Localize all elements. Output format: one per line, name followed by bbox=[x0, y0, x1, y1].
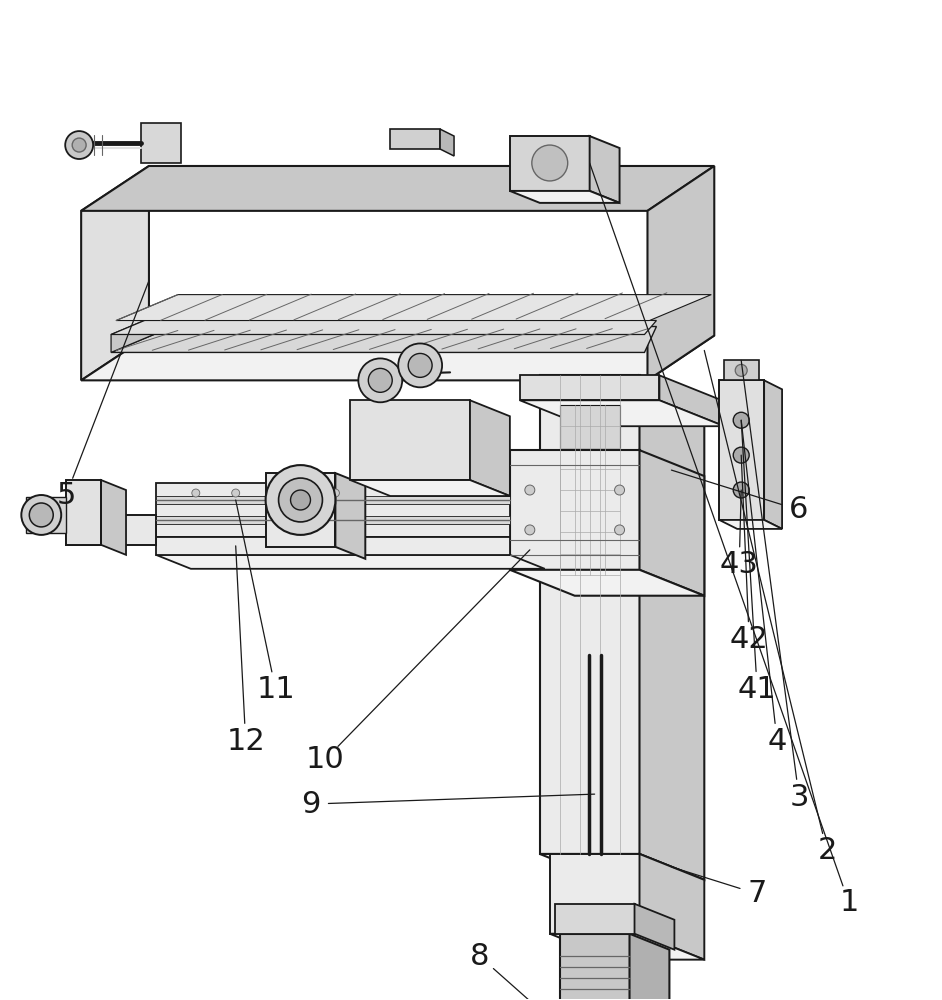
Polygon shape bbox=[116, 295, 711, 321]
Text: 6: 6 bbox=[789, 495, 809, 524]
Polygon shape bbox=[720, 520, 782, 529]
Polygon shape bbox=[350, 480, 510, 496]
Text: 1: 1 bbox=[839, 888, 858, 917]
Text: 7: 7 bbox=[747, 879, 767, 908]
Circle shape bbox=[368, 368, 392, 392]
Circle shape bbox=[614, 525, 625, 535]
Polygon shape bbox=[640, 450, 705, 596]
Polygon shape bbox=[156, 483, 510, 537]
Polygon shape bbox=[640, 854, 705, 960]
Polygon shape bbox=[724, 360, 759, 380]
Polygon shape bbox=[156, 516, 510, 524]
Polygon shape bbox=[635, 904, 674, 950]
Polygon shape bbox=[510, 450, 640, 570]
Circle shape bbox=[532, 145, 568, 181]
Text: 3: 3 bbox=[789, 783, 809, 812]
Polygon shape bbox=[66, 515, 156, 545]
Polygon shape bbox=[540, 854, 705, 880]
Polygon shape bbox=[510, 570, 705, 596]
Circle shape bbox=[192, 489, 200, 497]
Circle shape bbox=[733, 482, 749, 498]
Polygon shape bbox=[764, 380, 782, 529]
Polygon shape bbox=[510, 136, 590, 191]
Circle shape bbox=[408, 353, 432, 377]
Polygon shape bbox=[156, 555, 544, 569]
Polygon shape bbox=[520, 375, 659, 400]
Circle shape bbox=[733, 412, 749, 428]
Polygon shape bbox=[156, 496, 510, 504]
Circle shape bbox=[65, 131, 93, 159]
Polygon shape bbox=[555, 904, 635, 934]
Polygon shape bbox=[81, 166, 714, 211]
Polygon shape bbox=[510, 191, 620, 203]
Polygon shape bbox=[81, 335, 714, 380]
Polygon shape bbox=[560, 934, 629, 1000]
Circle shape bbox=[282, 489, 289, 497]
Text: 43: 43 bbox=[720, 550, 758, 579]
Text: 42: 42 bbox=[730, 625, 769, 654]
Circle shape bbox=[290, 490, 311, 510]
Polygon shape bbox=[335, 473, 365, 559]
Polygon shape bbox=[111, 309, 657, 334]
Polygon shape bbox=[540, 375, 640, 854]
Circle shape bbox=[22, 495, 61, 535]
Polygon shape bbox=[640, 375, 705, 880]
Polygon shape bbox=[81, 166, 149, 380]
Text: 2: 2 bbox=[818, 836, 836, 865]
Circle shape bbox=[735, 364, 747, 376]
Polygon shape bbox=[659, 375, 724, 426]
Polygon shape bbox=[111, 327, 657, 352]
Polygon shape bbox=[111, 309, 173, 352]
Text: 8: 8 bbox=[470, 942, 490, 971]
Polygon shape bbox=[520, 400, 724, 426]
Circle shape bbox=[398, 343, 442, 387]
Polygon shape bbox=[647, 166, 714, 380]
Polygon shape bbox=[590, 136, 620, 203]
Circle shape bbox=[525, 525, 535, 535]
Polygon shape bbox=[390, 129, 440, 149]
Text: 12: 12 bbox=[226, 727, 265, 756]
Text: 11: 11 bbox=[256, 675, 295, 704]
Text: 9: 9 bbox=[300, 790, 320, 819]
Polygon shape bbox=[26, 497, 66, 533]
Polygon shape bbox=[350, 400, 470, 480]
Polygon shape bbox=[66, 480, 101, 545]
Circle shape bbox=[733, 447, 749, 463]
Polygon shape bbox=[141, 123, 181, 163]
Polygon shape bbox=[629, 934, 670, 1000]
Circle shape bbox=[332, 489, 339, 497]
Polygon shape bbox=[266, 473, 335, 547]
Polygon shape bbox=[560, 405, 620, 575]
Circle shape bbox=[73, 138, 86, 152]
Polygon shape bbox=[156, 537, 510, 555]
Circle shape bbox=[29, 503, 54, 527]
Circle shape bbox=[525, 485, 535, 495]
Polygon shape bbox=[550, 854, 640, 934]
Text: 4: 4 bbox=[768, 727, 787, 756]
Circle shape bbox=[614, 485, 625, 495]
Polygon shape bbox=[470, 400, 510, 496]
Circle shape bbox=[232, 489, 239, 497]
Polygon shape bbox=[101, 480, 126, 555]
Text: 41: 41 bbox=[738, 675, 776, 704]
Circle shape bbox=[266, 465, 335, 535]
Circle shape bbox=[279, 478, 322, 522]
Polygon shape bbox=[550, 934, 705, 960]
Text: 10: 10 bbox=[306, 745, 345, 774]
Polygon shape bbox=[720, 380, 764, 520]
Polygon shape bbox=[440, 129, 454, 156]
Circle shape bbox=[358, 358, 402, 402]
Text: 5: 5 bbox=[57, 481, 76, 510]
